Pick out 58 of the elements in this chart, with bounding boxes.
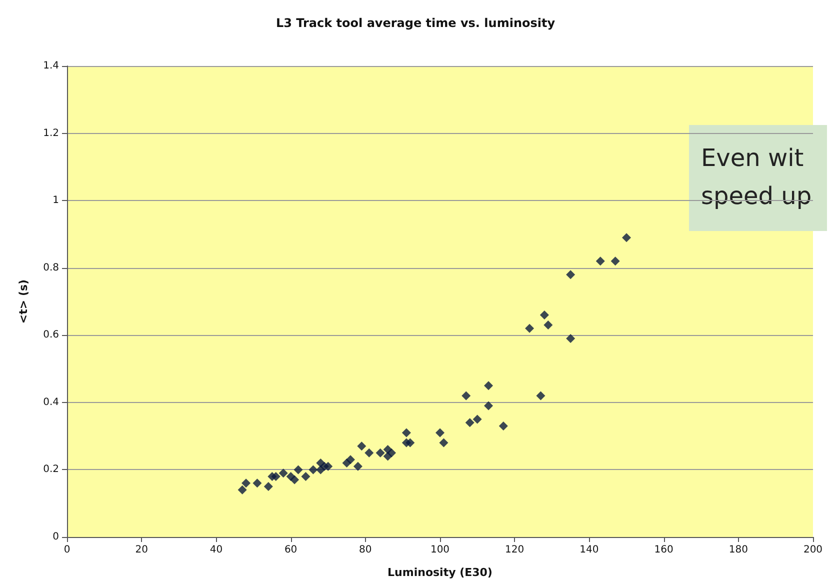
x-tick-label: 60 <box>284 544 298 556</box>
point <box>610 256 620 266</box>
point <box>294 465 303 474</box>
point <box>484 401 493 410</box>
point <box>622 233 631 242</box>
x-tick-label: 120 <box>505 544 524 556</box>
point <box>566 270 576 280</box>
point <box>540 310 549 320</box>
chart-title: L3 Track tool average time vs. luminosity <box>276 16 556 30</box>
point <box>406 438 415 448</box>
x-tick-label: 0 <box>64 544 70 556</box>
x-axis-title: Luminosity (E30) <box>388 566 492 579</box>
point <box>596 256 605 266</box>
y-tick-label: 0 <box>52 532 59 542</box>
point <box>544 320 553 330</box>
point <box>353 462 362 471</box>
x-tick-label: 100 <box>430 544 450 556</box>
point <box>472 414 482 424</box>
point <box>324 462 333 471</box>
point <box>238 485 247 494</box>
y-tick-label: 0.6 <box>43 330 59 341</box>
point <box>566 334 576 344</box>
y-axis-title: <t> (s) <box>17 279 30 324</box>
x-tick-label: 180 <box>728 544 748 556</box>
x-tick-label: 80 <box>359 544 372 556</box>
x-tick-label: 40 <box>210 544 223 556</box>
point <box>290 475 300 484</box>
point <box>242 478 251 488</box>
point <box>364 448 374 458</box>
point <box>462 391 471 400</box>
y-tick-label: 0.2 <box>43 464 59 476</box>
point <box>278 468 288 478</box>
x-tick-label: 20 <box>135 544 148 556</box>
point <box>357 442 366 451</box>
point <box>346 455 355 464</box>
point <box>536 391 546 400</box>
y-tick-label: 0.4 <box>43 396 59 408</box>
y-tick-label: 1.4 <box>43 60 59 72</box>
x-tick-label: 140 <box>580 544 599 556</box>
point <box>465 418 474 428</box>
point <box>498 421 508 430</box>
point <box>484 381 493 390</box>
x-tick-label: 160 <box>654 544 674 556</box>
point <box>271 472 280 481</box>
point <box>308 465 318 474</box>
point <box>387 448 396 458</box>
point <box>252 478 262 488</box>
point <box>525 324 534 333</box>
point <box>439 438 448 448</box>
point <box>376 448 385 458</box>
y-tick-label: 1 <box>52 195 59 206</box>
point <box>264 482 273 492</box>
y-tick-label: 1.2 <box>43 128 59 139</box>
point <box>436 428 444 438</box>
x-tick-label: 200 <box>803 544 823 556</box>
point <box>301 472 310 481</box>
y-tick-label: 0.8 <box>43 262 59 274</box>
point <box>402 428 411 438</box>
